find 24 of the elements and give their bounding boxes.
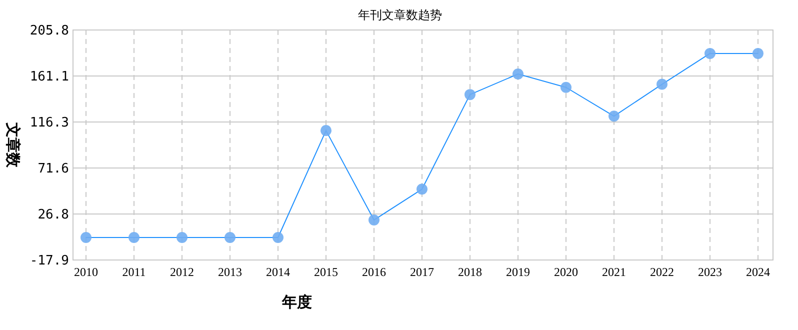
chart-title: 年刊文章数趋势 — [358, 8, 442, 22]
x-tick-label: 2013 — [218, 265, 242, 279]
x-tick-label: 2019 — [506, 265, 530, 279]
x-tick-label: 2014 — [266, 265, 290, 279]
y-tick-label: 161.1 — [30, 70, 69, 85]
x-tick-label: 2024 — [746, 265, 770, 279]
y-tick-label: -17.9 — [30, 254, 69, 269]
x-tick-label: 2022 — [650, 265, 674, 279]
y-tick-label: 26.8 — [38, 208, 69, 223]
x-tick-label: 2015 — [314, 265, 338, 279]
x-axis-title: 年度 — [281, 293, 312, 311]
x-tick-label: 2020 — [554, 265, 578, 279]
x-tick-label: 2023 — [698, 265, 722, 279]
y-tick-label: 205.8 — [30, 24, 69, 39]
x-tick-label: 2012 — [170, 265, 194, 279]
y-tick-label: 116.3 — [30, 116, 69, 131]
y-tick-label: 71.6 — [38, 162, 69, 177]
x-tick-label: 2021 — [602, 265, 626, 279]
y-axis-title: 文章数 — [4, 122, 22, 168]
x-tick-label: 2010 — [74, 265, 98, 279]
x-tick-label: 2017 — [410, 265, 434, 279]
x-tick-label: 2018 — [458, 265, 482, 279]
x-tick-label: 2016 — [362, 265, 386, 279]
x-tick-label: 2011 — [122, 265, 146, 279]
